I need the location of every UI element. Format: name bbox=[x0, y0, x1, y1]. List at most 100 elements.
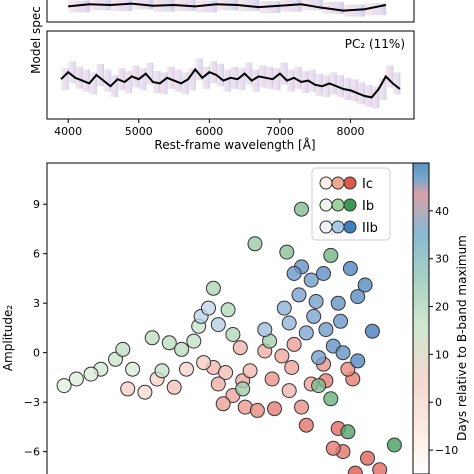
scatter-point-ib bbox=[225, 327, 241, 342]
y-tick-label: −3 bbox=[24, 396, 40, 409]
legend-marker bbox=[319, 198, 333, 212]
scatter-point-ic bbox=[267, 401, 282, 417]
scatter-point-ib bbox=[311, 378, 327, 394]
spread-band-segment bbox=[322, 75, 330, 98]
scatter-point-ic bbox=[274, 348, 290, 364]
spread-band-segment bbox=[68, 61, 76, 84]
scatter-point-ic bbox=[360, 450, 375, 466]
scatter-point-ib bbox=[323, 247, 339, 263]
scatter-point-ib bbox=[125, 361, 141, 377]
scatter-panel: 9 6 3 0 −3 −6 Amplitude₂ Ic Ib IIb bbox=[1, 162, 415, 474]
spread-band-segment bbox=[181, 72, 189, 95]
spread-band-segment bbox=[110, 75, 119, 98]
legend-marker bbox=[331, 176, 345, 190]
scatter-point-iib bbox=[330, 295, 346, 311]
legend-marker bbox=[343, 176, 357, 190]
scatter-point-ic bbox=[120, 381, 136, 397]
middle-panel-series-line bbox=[60, 67, 401, 99]
top-panel bbox=[46, 0, 415, 23]
colorbar-tick-label: 30 bbox=[435, 253, 449, 266]
spread-band-segment bbox=[350, 79, 359, 102]
middle-panel-x-ticks: 4000 5000 6000 7000 8000 bbox=[54, 119, 364, 138]
legend-marker bbox=[343, 220, 357, 234]
scatter-point-ib bbox=[386, 437, 402, 453]
spread-band-segment bbox=[131, 65, 140, 88]
scatter-point-ib bbox=[56, 378, 72, 394]
scatter-point-ib bbox=[83, 366, 99, 382]
scatter-point-iib bbox=[357, 277, 373, 293]
spread-band-segment bbox=[378, 78, 387, 100]
legend-label: Ic bbox=[362, 177, 373, 192]
spread-band-segment bbox=[138, 68, 147, 91]
scatter-point-ic bbox=[281, 383, 297, 399]
spread-band-segment bbox=[61, 68, 69, 91]
scatter-point-ic bbox=[372, 462, 388, 474]
scatter-point-ic bbox=[196, 355, 212, 371]
y-tick-label: 0 bbox=[33, 347, 40, 360]
top-panel-frame bbox=[46, 0, 415, 23]
scatter-point-ib bbox=[144, 330, 160, 346]
scatter-point-iib bbox=[342, 261, 358, 276]
scatter-point-iib bbox=[333, 313, 349, 329]
scatter-point-iib bbox=[335, 345, 351, 361]
spread-band-segment bbox=[145, 62, 154, 85]
scatter-point-ic bbox=[264, 371, 280, 387]
scatter-point-ic bbox=[137, 384, 153, 400]
scatter-point-ib bbox=[115, 341, 131, 357]
scatter-point-ib bbox=[294, 201, 309, 217]
x-tick-label: 5000 bbox=[125, 125, 153, 138]
spread-band-segment bbox=[392, 72, 401, 95]
scatter-point-ib bbox=[205, 280, 221, 296]
spread-band-segment bbox=[329, 72, 337, 95]
legend: Ic Ib IIb bbox=[311, 167, 391, 241]
y-tick-label: 9 bbox=[33, 198, 40, 211]
scatter-point-ic bbox=[284, 360, 300, 375]
middle-panel-frame bbox=[46, 30, 415, 120]
scatter-point-ib bbox=[154, 363, 170, 379]
x-axis-label: Rest-frame wavelength [Å] bbox=[154, 137, 315, 152]
spread-band-segment bbox=[287, 69, 295, 92]
spread-band-segment bbox=[223, 69, 231, 92]
scatter-point-ic bbox=[298, 417, 314, 433]
spread-band-segment bbox=[167, 66, 175, 89]
legend-marker bbox=[331, 198, 345, 212]
spread-band-segment bbox=[82, 69, 90, 92]
scatter-point-iib bbox=[350, 353, 366, 369]
spread-band-segment bbox=[216, 64, 224, 86]
scatter-point-ib bbox=[186, 333, 202, 349]
legend-marker bbox=[343, 198, 357, 212]
colorbar-gradient bbox=[412, 162, 430, 474]
scatter-point-iib bbox=[318, 322, 334, 338]
scatter-point-iib bbox=[257, 322, 273, 338]
scatter-point-ic bbox=[215, 396, 231, 412]
spread-band-segment bbox=[308, 69, 316, 92]
scatter-point-ic bbox=[347, 465, 363, 474]
spread-band-segment bbox=[195, 58, 203, 81]
x-tick-label: 7000 bbox=[266, 125, 294, 138]
scatter-point-iib bbox=[276, 300, 292, 316]
scatter-point-iib bbox=[316, 266, 331, 281]
scatter-point-iib bbox=[298, 325, 314, 341]
spread-band-segment bbox=[89, 72, 97, 95]
top-panel-spread-band bbox=[68, 0, 387, 17]
scatter-y-axis-label: Amplitude₂ bbox=[1, 305, 15, 371]
scatter-point-ic bbox=[166, 379, 182, 395]
spread-band-segment bbox=[96, 64, 104, 86]
scatter-point-ic bbox=[218, 365, 234, 380]
colorbar-label: Days relative to B-band maximum bbox=[455, 235, 469, 441]
scatter-point-ib bbox=[174, 341, 190, 357]
colorbar-tick-label: 40 bbox=[435, 205, 449, 218]
spread-band-segment bbox=[117, 68, 126, 91]
spread-band-segment bbox=[188, 68, 196, 91]
legend-entries: Ic Ib IIb bbox=[319, 176, 378, 236]
scatter-point-ic bbox=[210, 376, 226, 392]
scatter-point-ic bbox=[179, 361, 194, 377]
middle-panel: PC₂ (11%) Model spec 4000 5000 6000 7000 800… bbox=[29, 6, 415, 152]
scatter-point-ic bbox=[286, 336, 302, 352]
spread-band-segment bbox=[159, 72, 168, 95]
x-tick-label: 4000 bbox=[54, 125, 82, 138]
legend-marker bbox=[331, 220, 345, 234]
spread-band-segment bbox=[68, 0, 90, 13]
scatter-point-ib bbox=[220, 302, 236, 318]
